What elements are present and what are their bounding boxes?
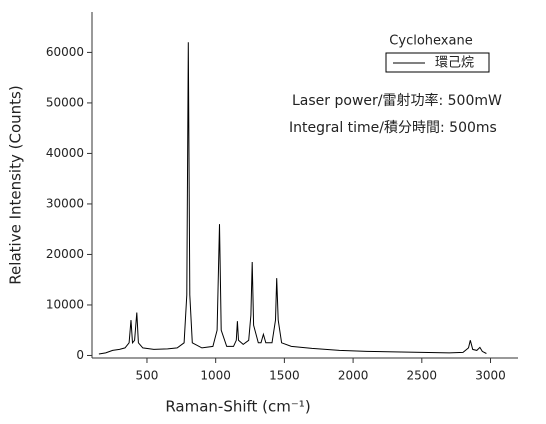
- y-tick-label: 50000: [46, 95, 84, 109]
- x-tick-label: 500: [136, 369, 159, 383]
- y-tick-label: 40000: [46, 146, 84, 160]
- spectrum-line: [98, 42, 487, 355]
- y-tick-label: 0: [76, 348, 84, 362]
- y-axis-label: Relative Intensity (Counts): [7, 85, 25, 284]
- x-tick-label: 1500: [269, 369, 300, 383]
- annotation: Integral time/積分時間: 500ms: [289, 120, 497, 136]
- x-axis-label: Raman-Shift (cm⁻¹): [165, 398, 310, 416]
- legend-title: Cyclohexane: [389, 34, 472, 49]
- x-tick-label: 1000: [200, 369, 231, 383]
- legend-box: [385, 52, 490, 73]
- legend-label: 環己烷: [435, 56, 474, 71]
- y-tick-label: 20000: [46, 247, 84, 261]
- y-tick-label: 10000: [46, 297, 84, 311]
- x-tick-label: 3000: [475, 369, 506, 383]
- x-tick-label: 2000: [338, 369, 369, 383]
- annotation: Laser power/雷射功率: 500mW: [292, 92, 502, 109]
- y-tick-label: 60000: [46, 45, 84, 59]
- x-tick-label: 2500: [407, 369, 438, 383]
- y-tick-label: 30000: [46, 196, 84, 210]
